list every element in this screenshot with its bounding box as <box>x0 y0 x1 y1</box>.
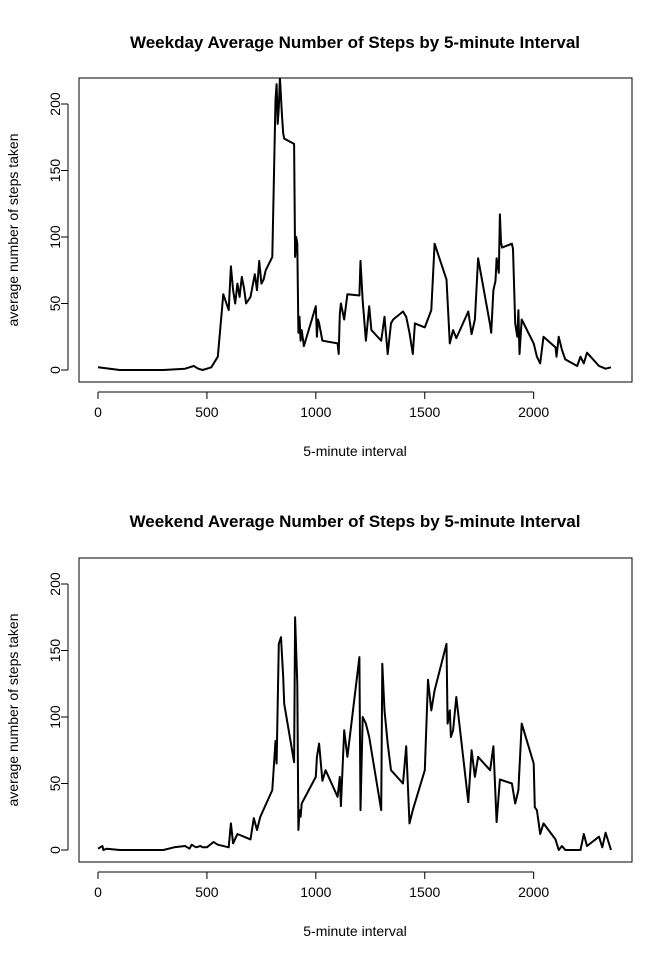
weekend-x-tick-label: 1500 <box>409 884 440 900</box>
weekend-x-tick-label: 0 <box>94 884 102 900</box>
weekend-x-axis: 0 500 1000 1500 2000 <box>94 871 549 900</box>
weekday-x-tick-label: 2000 <box>518 404 549 420</box>
weekend-x-tick-label: 500 <box>195 884 219 900</box>
weekday-y-tick-label: 200 <box>47 92 63 116</box>
weekend-y-axis: 0 50 100 150 200 <box>47 572 69 854</box>
weekday-x-tick-label: 500 <box>195 404 219 420</box>
weekday-x-axis: 0 500 1000 1500 2000 <box>94 391 549 420</box>
weekday-y-tick-label: 50 <box>47 296 63 312</box>
weekday-chart-title: Weekday Average Number of Steps by 5-min… <box>130 33 580 52</box>
weekday-x-tick-label: 0 <box>94 404 102 420</box>
weekday-y-tick-label: 0 <box>47 366 63 374</box>
weekday-y-axis-label: average number of steps taken <box>5 133 21 326</box>
weekday-series-group <box>97 78 612 371</box>
weekend-y-tick-label: 150 <box>47 639 63 663</box>
weekend-chart-title: Weekend Average Number of Steps by 5-min… <box>130 512 581 531</box>
weekend-x-tick-label: 2000 <box>518 884 549 900</box>
weekend-plot-frame <box>78 557 633 863</box>
weekday-plot-frame <box>78 77 633 383</box>
weekend-chart: Weekend Average Number of Steps by 5-min… <box>5 512 633 939</box>
weekday-chart: Weekday Average Number of Steps by 5-min… <box>5 33 633 459</box>
weekend-series-line <box>97 616 612 851</box>
weekend-y-axis-label: average number of steps taken <box>5 613 21 806</box>
weekday-series-line <box>97 78 612 371</box>
weekend-series-group <box>97 616 612 851</box>
weekend-y-tick-label: 100 <box>47 705 63 729</box>
weekday-x-tick-label: 1000 <box>300 404 331 420</box>
weekend-y-tick-label: 50 <box>47 776 63 792</box>
weekday-y-tick-label: 100 <box>47 225 63 249</box>
weekend-x-tick-label: 1000 <box>300 884 331 900</box>
weekday-y-axis: 0 50 100 150 200 <box>47 92 69 374</box>
weekend-x-axis-label: 5-minute interval <box>303 923 407 939</box>
weekday-y-tick-label: 150 <box>47 159 63 183</box>
weekday-x-axis-label: 5-minute interval <box>303 443 407 459</box>
weekday-x-tick-label: 1500 <box>409 404 440 420</box>
weekend-y-tick-label: 200 <box>47 572 63 596</box>
weekend-y-tick-label: 0 <box>47 846 63 854</box>
